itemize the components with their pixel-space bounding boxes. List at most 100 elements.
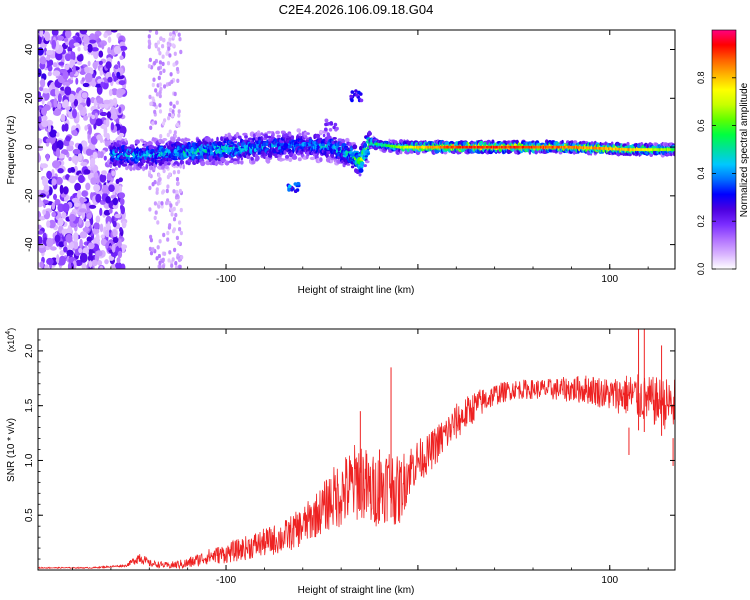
spectrogram-noise-mark (152, 77, 156, 82)
spectrogram-noise-mark (157, 75, 161, 81)
spectrogram-ridge-mark (275, 130, 280, 135)
spectrogram-noise-mark (107, 221, 111, 230)
spectrogram-noise-mark (57, 168, 64, 174)
spectrogram-ridge-mark (256, 133, 262, 138)
spectrogram-noise-mark (153, 201, 157, 206)
spectrogram-feature-mark (324, 122, 328, 127)
spectrogram-noise-mark (95, 250, 103, 257)
spectrogram-noise-mark (156, 181, 160, 186)
spectrogram-noise-mark (69, 241, 75, 250)
spectrogram-noise-mark (168, 107, 173, 113)
spectrogram-noise-mark (119, 125, 127, 135)
spectrogram-noise-mark (100, 81, 105, 88)
spectrogram-noise-mark (84, 66, 90, 74)
spectrogram-noise-mark (68, 39, 77, 49)
spectrogram-ridge-mark (149, 145, 155, 149)
spectrogram-noise-mark (119, 198, 125, 206)
spectrogram-noise-mark (49, 129, 57, 138)
spectrogram-noise-mark (83, 115, 88, 121)
spectrogram-noise-mark (118, 192, 126, 199)
colorbar: 0.00.20.40.60.8 Normalized spectral ampl… (696, 29, 750, 275)
spectrogram-noise-mark (64, 196, 68, 202)
spectrogram-ridge-mark (147, 141, 153, 146)
spectrogram-ridge-mark (201, 156, 204, 160)
snr-background (38, 329, 675, 570)
spectrogram-ridge-mark (306, 132, 310, 135)
spectrogram-noise-mark (101, 42, 105, 50)
spectrogram-noise-mark (59, 184, 64, 195)
spectrogram-noise-mark (77, 104, 84, 111)
spectrogram-ridge-mark (170, 136, 176, 143)
spectrogram-noise-mark (103, 32, 108, 38)
spectrogram-noise-mark (95, 215, 101, 224)
spectrogram-ridge-mark (337, 138, 343, 142)
spectrogram-ridge-mark (125, 140, 128, 144)
spectrogram-noise-mark (38, 138, 42, 144)
spectrogram-feature-mark (357, 90, 361, 95)
spectrogram-noise-mark (120, 204, 124, 211)
spectrogram-noise-mark (94, 83, 102, 88)
spectrogram-ridge-mark (284, 154, 290, 159)
spectrogram-ridge-mark (228, 136, 232, 141)
spectrogram-noise-mark (38, 68, 42, 77)
spectrogram-feature-mark (359, 98, 364, 103)
spectrogram-noise-mark (38, 142, 41, 147)
spectrogram-ridge-mark (178, 138, 181, 142)
snr-ytick-label: 0.5 (24, 508, 35, 522)
spectrogram-feature-mark (324, 127, 328, 132)
spectrogram-noise-mark (76, 95, 81, 101)
spectrogram-noise-mark (158, 109, 163, 114)
spectrogram-noise-mark (169, 203, 173, 208)
spectrogram-noise-mark (39, 43, 47, 48)
spectrogram-noise-mark (151, 247, 155, 252)
spectrogram-noise-mark (92, 227, 100, 235)
snr-yscale-close: ) (6, 328, 16, 331)
spectrogram-noise-mark (160, 204, 164, 209)
spectrogram-noise-mark (58, 61, 65, 66)
spectrogram-noise-mark (61, 211, 67, 219)
spectrogram-ridge-mark (341, 138, 345, 144)
spectrogram-noise-mark (159, 86, 163, 92)
spectrogram-ridge-mark (289, 133, 292, 137)
spectrogram-noise-mark (52, 70, 61, 77)
spectrogram-noise-mark (64, 64, 70, 71)
spectrogram-noise-mark (100, 124, 108, 129)
spectrogram-noise-mark (70, 167, 76, 173)
spectrogram-noise-mark (172, 217, 177, 222)
spectrogram-ridge-mark (358, 168, 364, 174)
spectrogram-noise-mark (58, 255, 66, 266)
spectrogram-noise-mark (116, 257, 121, 264)
spectrogram-noise-mark (44, 264, 49, 269)
spectrogram-noise-mark (38, 36, 42, 45)
spectrogram-noise-mark (84, 125, 88, 131)
spectrogram-ridge-mark (279, 142, 284, 147)
spectrogram-noise-mark (63, 99, 69, 108)
spectrogram-ridge-mark (240, 156, 243, 161)
spectrogram-noise-mark (163, 251, 167, 256)
spectrogram-noise-mark (179, 230, 183, 236)
spectrogram-ridge-mark (364, 155, 368, 158)
spectrogram-noise-mark (91, 47, 99, 52)
spectrogram-noise-mark (68, 93, 75, 103)
spectrogram-ridge-mark (121, 163, 128, 167)
spectrogram-noise-mark (156, 245, 160, 250)
spectrogram-noise-mark (63, 37, 69, 42)
spectrogram-noise-mark (67, 262, 72, 269)
spectrogram-feature-mark (296, 181, 300, 186)
spectrogram-noise-mark (66, 249, 74, 257)
spectrogram-noise-mark (83, 44, 88, 52)
spectrogram-noise-mark (79, 208, 87, 213)
spectrogram-noise-mark (96, 177, 100, 185)
spectrogram-noise-mark (121, 220, 127, 229)
spectrogram-noise-mark (96, 260, 103, 266)
spectrogram-noise-mark (45, 50, 54, 55)
spectrogram-noise-mark (179, 207, 183, 213)
spectrogram-noise-mark (95, 118, 103, 127)
spectrogram-noise-mark (118, 80, 126, 86)
spectrogram-noise-mark (153, 60, 157, 66)
spectrogram-noise-mark (158, 82, 162, 87)
spectrogram-noise-mark (173, 91, 177, 97)
spectrogram-noise-mark (77, 46, 81, 52)
spectrogram-noise-mark (90, 135, 98, 145)
spectrogram-ridge-mark (237, 159, 240, 165)
